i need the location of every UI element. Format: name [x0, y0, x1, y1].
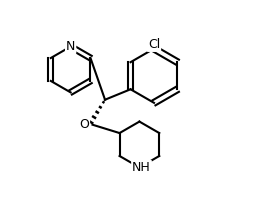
Text: NH: NH: [132, 161, 151, 174]
Text: O: O: [79, 118, 89, 131]
Text: Cl: Cl: [148, 38, 160, 51]
Text: N: N: [66, 40, 75, 53]
